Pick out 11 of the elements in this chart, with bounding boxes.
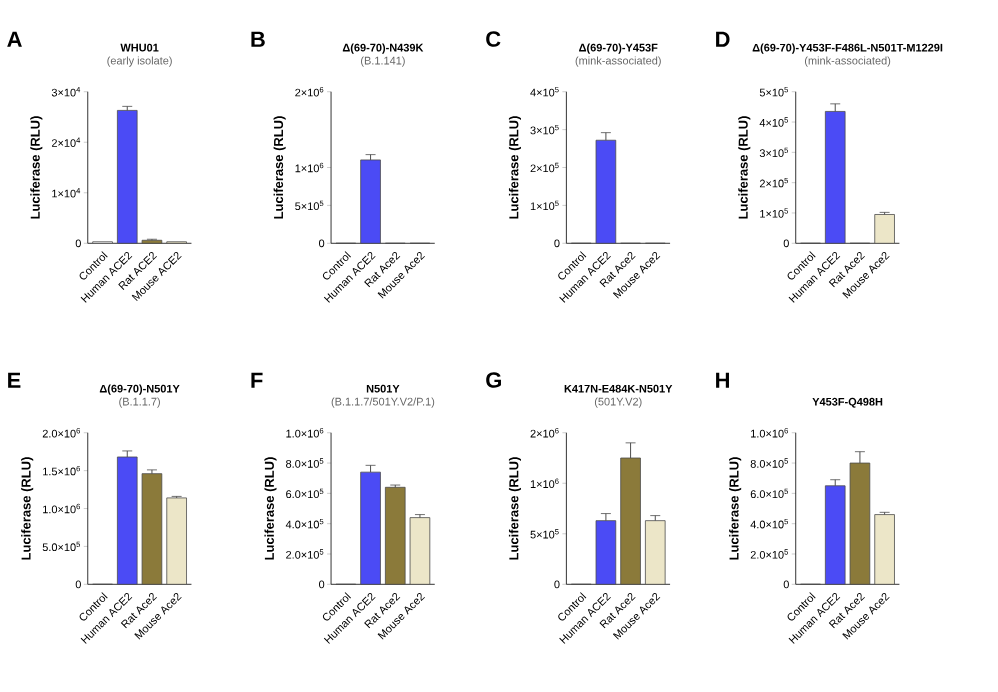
- text: H: [716, 372, 729, 388]
- bar: [166, 497, 187, 585]
- text: G: [486, 372, 501, 388]
- bar: [360, 471, 381, 585]
- text: D: [716, 31, 730, 47]
- text: E: [8, 372, 21, 388]
- bar: [874, 514, 895, 585]
- text: A: [7, 31, 22, 47]
- text: B: [251, 31, 265, 47]
- text: F: [251, 372, 263, 388]
- text: C: [486, 31, 501, 47]
